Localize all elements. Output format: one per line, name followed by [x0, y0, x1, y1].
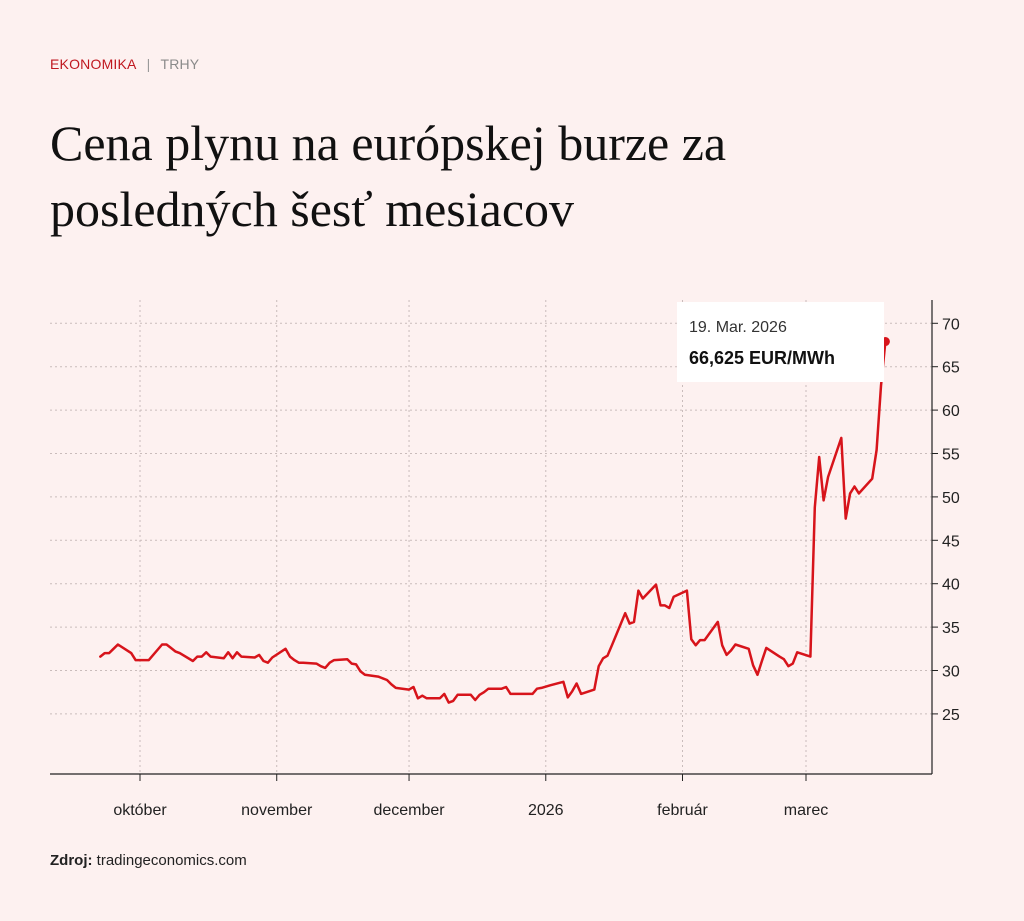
y-tick-label: 30 — [942, 664, 960, 681]
price-series — [99, 337, 890, 704]
section-link[interactable]: EKONOMIKA — [50, 56, 137, 72]
y-tick-label: 25 — [942, 707, 960, 724]
page-title: Cena plynu na európskej burze za posledn… — [50, 115, 727, 237]
x-tick-label: marec — [784, 802, 828, 819]
y-tick-label: 60 — [942, 403, 960, 420]
x-tick-label: október — [113, 802, 167, 819]
source-label: Zdroj: — [50, 852, 93, 869]
y-tick-label: 35 — [942, 620, 960, 637]
y-tick-label: 40 — [942, 577, 960, 594]
chart-grid — [50, 300, 932, 774]
subsection-link[interactable]: TRHY — [160, 56, 200, 72]
x-tick-label: december — [373, 802, 445, 819]
x-tick-label: 2026 — [528, 802, 564, 819]
source-text: tradingeconomics.com — [96, 852, 247, 869]
y-tick-label: 45 — [942, 533, 960, 550]
y-tick-label: 55 — [942, 447, 960, 464]
x-tick-label: február — [657, 802, 708, 819]
x-axis-ticks: október november december 2026 február marec — [113, 774, 828, 819]
tooltip-date: 19. Mar. 2026 — [689, 319, 787, 336]
chart-axes — [50, 300, 933, 775]
tooltip-box — [677, 302, 884, 382]
breadcrumb-separator: | — [146, 56, 151, 72]
y-axis-ticks: 25 30 35 40 45 50 55 60 65 70 — [932, 316, 960, 724]
breadcrumb: EKONOMIKA | TRHY — [50, 56, 199, 72]
x-tick-label: november — [241, 802, 313, 819]
y-tick-label: 70 — [942, 316, 960, 333]
source-note: Zdroj: tradingeconomics.com — [50, 852, 247, 869]
y-tick-label: 65 — [942, 360, 960, 377]
tooltip-value: 66,625 EUR/MWh — [689, 348, 835, 368]
tooltip: 19. Mar. 2026 66,625 EUR/MWh — [677, 302, 884, 382]
series-line — [99, 340, 887, 704]
y-tick-label: 50 — [942, 490, 960, 507]
